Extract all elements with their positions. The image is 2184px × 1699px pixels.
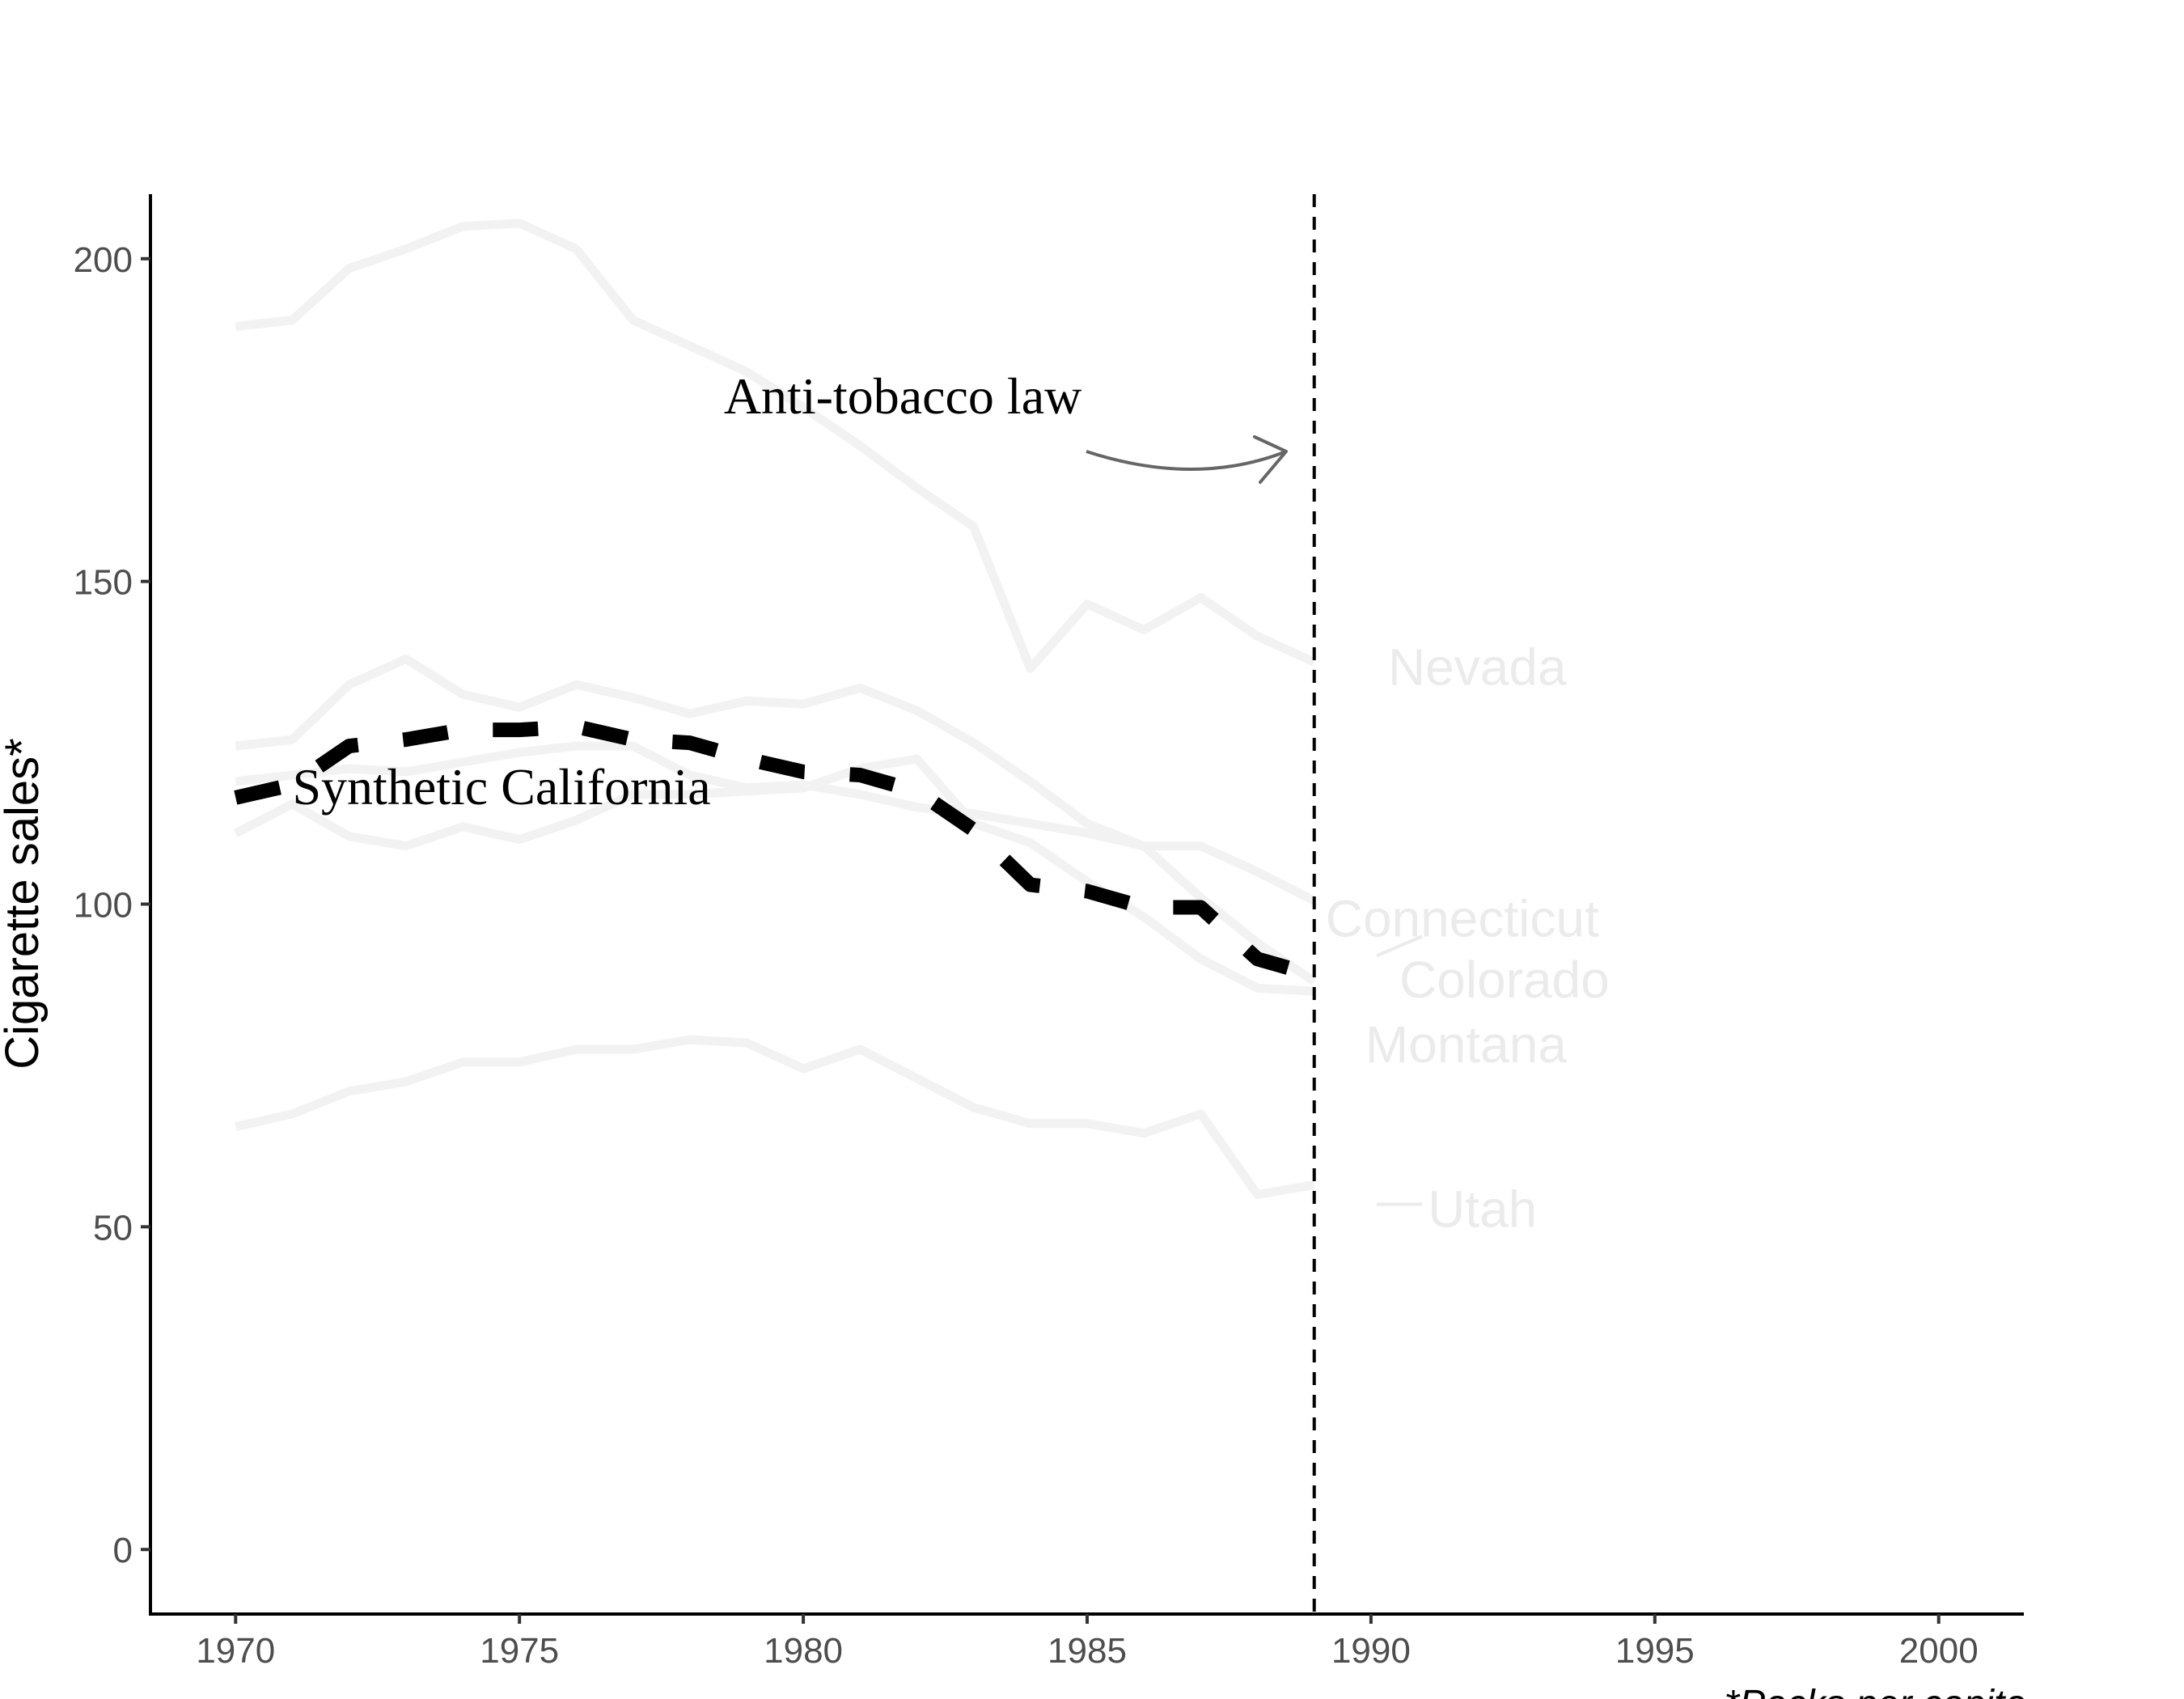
axes-layer xyxy=(149,194,2024,1614)
x-tick-label: 1995 xyxy=(1615,1631,1695,1671)
state-label-colorado: Colorado xyxy=(1399,951,1610,1009)
annotation-arrow-shaft xyxy=(1086,451,1286,469)
y-axis-title: Cigarette sales* xyxy=(0,738,49,1069)
x-tick-label: 1990 xyxy=(1331,1631,1411,1671)
x-tick-label: 1980 xyxy=(764,1631,843,1671)
chart-caption: *Packs per capita xyxy=(1724,1683,2026,1699)
y-tick-label: 50 xyxy=(93,1208,133,1248)
y-tick-label: 100 xyxy=(74,886,133,926)
x-tick-label: 2000 xyxy=(1899,1631,1979,1671)
series-line-utah xyxy=(235,1040,1314,1195)
series-line-colorado xyxy=(235,659,1314,981)
state-label-nevada: Nevada xyxy=(1388,638,1567,696)
state-label-montana: Montana xyxy=(1365,1015,1567,1074)
x-tick-label: 1985 xyxy=(1048,1631,1127,1671)
annotation-label-anti-tobacco-law: Anti-tobacco law xyxy=(724,367,1082,425)
y-tick-label: 150 xyxy=(74,563,133,603)
x-tick-label: 1970 xyxy=(196,1631,275,1671)
state-label-connecticut: Connecticut xyxy=(1326,889,1599,947)
series-line-nevada xyxy=(235,223,1314,668)
state-label-utah: Utah xyxy=(1428,1180,1537,1238)
annotation-label-synthetic-california: Synthetic California xyxy=(292,758,710,816)
y-tick-label: 200 xyxy=(74,240,133,280)
ticks-layer: 0 50 100 150 200 1970 1975 1980 1985 1990 1995 2000 xyxy=(74,240,1979,1671)
y-tick-label: 0 xyxy=(113,1531,133,1570)
x-tick-label: 1975 xyxy=(480,1631,559,1671)
annotation-arrow-layer xyxy=(1086,437,1286,482)
